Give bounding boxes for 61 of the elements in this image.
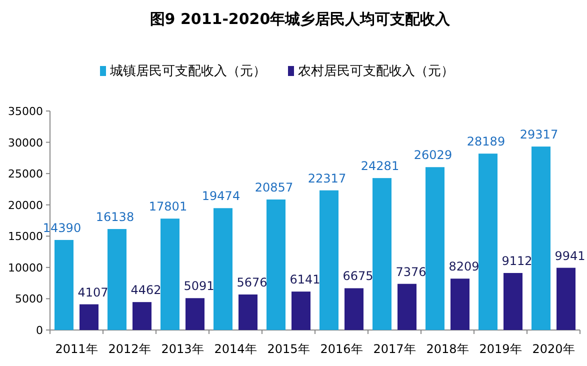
- x-tick-label: 2012年: [108, 342, 151, 356]
- x-tick-label: 2018年: [426, 342, 469, 356]
- bar: [478, 154, 498, 330]
- bar: [238, 294, 258, 330]
- bar: [450, 278, 470, 330]
- x-tick-label: 2017年: [373, 342, 416, 356]
- y-tick-label: 30000: [8, 136, 43, 150]
- x-tick-label: 2020年: [532, 342, 575, 356]
- data-label: 28189: [466, 134, 506, 149]
- data-label: 9941: [554, 248, 586, 263]
- data-label: 5676: [236, 275, 268, 290]
- bar: [108, 229, 126, 330]
- data-label: 6675: [342, 269, 374, 284]
- bar: [532, 146, 550, 330]
- bar: [132, 302, 152, 330]
- chart-title: 图9 2011-2020年城乡居民人均可支配收入: [150, 10, 452, 28]
- data-label: 17801: [148, 200, 188, 214]
- bar: [214, 208, 232, 330]
- bar: [54, 240, 74, 330]
- bar: [186, 298, 204, 330]
- bar: [504, 272, 522, 330]
- y-tick-label: 35000: [8, 105, 43, 118]
- bar: [320, 190, 338, 330]
- bar: [556, 268, 576, 330]
- bar: [266, 199, 286, 330]
- data-label: 7376: [396, 264, 426, 279]
- data-label: 22317: [308, 171, 346, 186]
- legend-label: 农村居民可支配收入（元）: [298, 64, 454, 79]
- data-label: 19474: [202, 189, 240, 204]
- bar: [426, 167, 444, 330]
- data-label: 16138: [96, 210, 134, 224]
- y-tick-label: 10000: [8, 261, 43, 274]
- legend-label: 城镇居民可支配收入（元）: [109, 64, 266, 79]
- data-label: 26029: [414, 148, 452, 162]
- data-label: 29317: [520, 128, 558, 142]
- x-tick-label: 2019年: [479, 342, 522, 356]
- x-tick-label: 2014年: [214, 342, 257, 356]
- data-label: 24281: [360, 159, 400, 174]
- bar: [80, 304, 98, 330]
- bar: [398, 284, 416, 330]
- x-tick-label: 2013年: [161, 342, 204, 356]
- x-tick-label: 2016年: [320, 342, 363, 356]
- y-tick-label: 20000: [8, 198, 43, 212]
- x-tick-label: 2015年: [267, 342, 310, 356]
- data-label: 8209: [448, 260, 480, 274]
- x-tick-label: 2011年: [55, 342, 98, 356]
- bar: [344, 288, 364, 330]
- bar: [160, 218, 180, 330]
- y-tick-label: 25000: [8, 168, 43, 181]
- data-label: 4462: [130, 283, 162, 298]
- bar: [372, 178, 392, 330]
- y-tick-label: 0: [36, 324, 43, 337]
- data-label: 5091: [184, 279, 214, 294]
- bar: [292, 292, 310, 330]
- data-label: 6141: [290, 272, 320, 287]
- data-label: 9112: [502, 254, 532, 268]
- data-label: 4107: [78, 285, 108, 300]
- data-label: 20857: [254, 180, 294, 194]
- data-label: 14390: [42, 220, 82, 235]
- y-tick-label: 15000: [8, 230, 43, 244]
- y-tick-label: 5000: [15, 292, 43, 306]
